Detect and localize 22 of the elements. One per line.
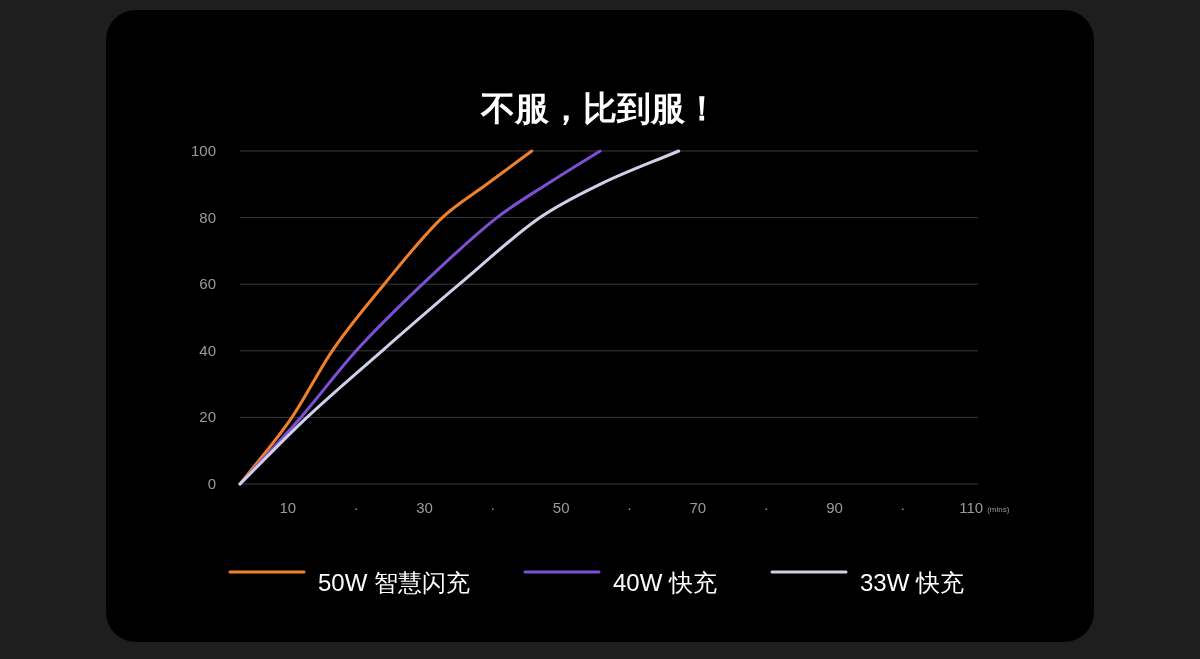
x-tick-label: · bbox=[627, 499, 632, 516]
x-tick-label: 50 bbox=[552, 499, 570, 516]
y-tick-label: 20 bbox=[199, 408, 216, 426]
legend-label: 40W 快充 bbox=[613, 569, 718, 596]
x-tick-label: · bbox=[763, 499, 769, 516]
x-tick-label: 110 bbox=[959, 499, 984, 516]
x-tick-label: 10 bbox=[279, 499, 297, 516]
y-tick-label: 80 bbox=[199, 208, 216, 226]
x-tick-label: 30 bbox=[416, 499, 433, 516]
legend-label: 33W 快充 bbox=[860, 569, 965, 596]
x-tick-label: · bbox=[490, 499, 496, 516]
legend-label: 50W 智慧闪充 bbox=[318, 569, 471, 596]
x-tick-label: · bbox=[353, 499, 359, 516]
chart-title: 不服，比到服！ bbox=[480, 89, 719, 127]
y-tick-label: 40 bbox=[199, 341, 216, 359]
x-tick-label: · bbox=[900, 499, 906, 516]
x-tick-label: 70 bbox=[689, 499, 707, 516]
y-tick-label: 0 bbox=[207, 475, 216, 492]
y-tick-label: 100 bbox=[190, 142, 216, 159]
y-tick-label: 60 bbox=[199, 275, 216, 293]
x-axis-title: (mins) bbox=[987, 505, 1010, 514]
x-tick-label: 90 bbox=[826, 499, 843, 516]
